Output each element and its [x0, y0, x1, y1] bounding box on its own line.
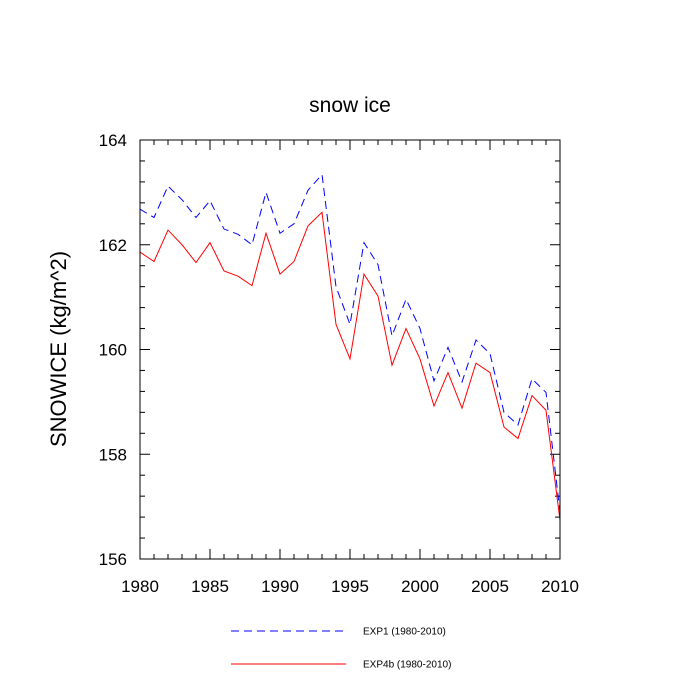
legend: EXP1 (1980-2010) EXP4b (1980-2010)	[231, 627, 451, 671]
axis-tick-labels: 1980 1985 1990 1995 2000 2005 2010 156 158 160 162…	[99, 131, 579, 596]
x-tick-label: 1990	[261, 577, 299, 596]
legend-label-1: EXP1 (1980-2010)	[363, 627, 446, 638]
y-axis-label: SNOWICE (kg/m^2)	[46, 251, 71, 447]
chart-title: snow ice	[309, 94, 391, 117]
x-tick-label: 2000	[401, 577, 439, 596]
x-tick-label: 2010	[541, 577, 579, 596]
y-tick-label: 156	[99, 550, 127, 569]
legend-label-2: EXP4b (1980-2010)	[363, 660, 451, 671]
y-tick-label: 164	[99, 131, 127, 150]
x-tick-label: 1995	[331, 577, 369, 596]
y-tick-label: 162	[99, 236, 127, 255]
axis-ticks	[139, 139, 561, 560]
x-tick-label: 2005	[471, 577, 509, 596]
series-line-2	[139, 211, 561, 521]
x-tick-label: 1980	[121, 577, 159, 596]
y-tick-label: 158	[99, 445, 127, 464]
x-tick-label: 1985	[191, 577, 229, 596]
series-lines	[139, 173, 561, 521]
plot-frame	[139, 139, 561, 560]
y-tick-label: 160	[99, 341, 127, 360]
